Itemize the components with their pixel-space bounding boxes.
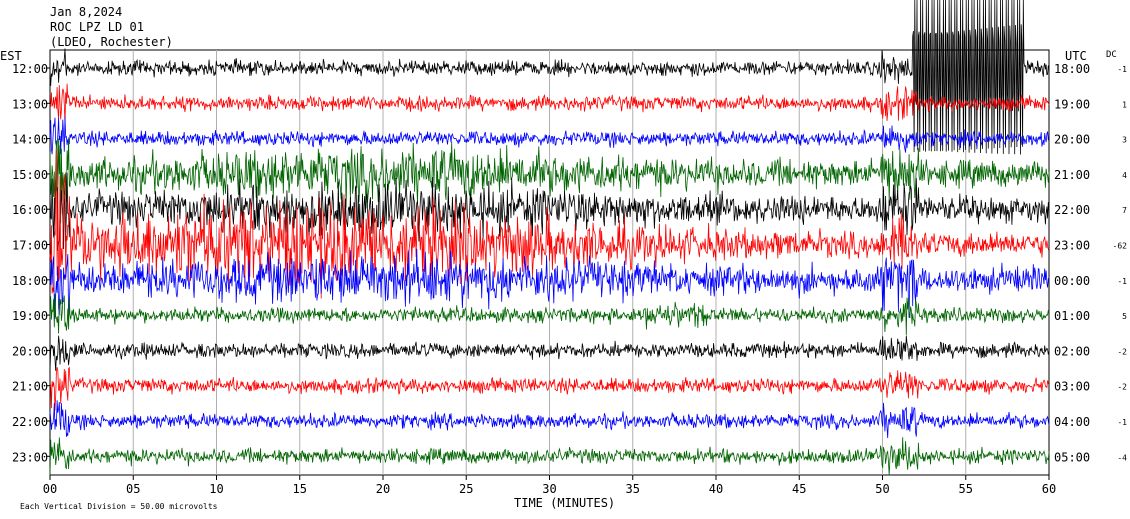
seismic-trace-line	[49, 137, 1050, 224]
seismic-trace-line	[49, 172, 1050, 251]
x-tick-label: 40	[709, 482, 723, 496]
est-hour-label: 14:00	[12, 133, 48, 147]
x-tick-label: 60	[1042, 482, 1056, 496]
x-axis-ticks: 00 05 10 15 20 25 30 35 40 45 50 55 60	[43, 475, 1056, 496]
est-hour-label: 15:00	[12, 168, 48, 182]
seismic-trace-line	[49, 400, 1050, 439]
x-tick-label: 25	[459, 482, 473, 496]
utc-hour-label: 23:00	[1054, 239, 1090, 253]
utc-hour-label: 03:00	[1054, 380, 1090, 394]
dc-offset-value: 1	[1122, 100, 1127, 109]
utc-time-labels: 18:00 19:00 20:00 21:00 22:00 23:00 00:00 01:00…	[1054, 62, 1090, 464]
x-axis-label: TIME (MINUTES)	[514, 496, 615, 510]
x-tick-label: 30	[542, 482, 556, 496]
seismic-trace-line	[49, 116, 1050, 155]
seismic-trace-line	[49, 83, 1050, 126]
utc-hour-label: 21:00	[1054, 168, 1090, 182]
dc-offset-value: 7	[1122, 206, 1127, 215]
est-hour-label: 12:00	[12, 62, 48, 76]
x-tick-label: 35	[626, 482, 640, 496]
est-hour-label: 19:00	[12, 309, 48, 323]
utc-hour-label: 19:00	[1054, 97, 1090, 111]
est-hour-label: 13:00	[12, 97, 48, 111]
seismic-trace-line	[49, 149, 1050, 299]
est-hour-label: 20:00	[12, 344, 48, 358]
est-hour-label: 16:00	[12, 203, 48, 217]
x-tick-label: 45	[792, 482, 806, 496]
footer-note: Each Vertical Division = 50.00 microvolt…	[20, 502, 218, 511]
utc-hour-label: 04:00	[1054, 415, 1090, 429]
x-tick-label: 05	[126, 482, 140, 496]
dc-offset-value: -4	[1117, 453, 1127, 462]
utc-hour-label: 22:00	[1054, 203, 1090, 217]
utc-axis-label: UTC	[1065, 49, 1087, 63]
dc-offset-value: -1	[1117, 418, 1127, 427]
x-tick-label: 10	[209, 482, 223, 496]
seismic-trace-line	[49, 293, 1050, 336]
est-hour-label: 22:00	[12, 415, 48, 429]
seismic-trace-line	[49, 0, 1050, 155]
dc-axis-label: DC	[1106, 50, 1117, 60]
dc-offset-value: 4	[1122, 171, 1127, 180]
x-tick-label: 00	[43, 482, 57, 496]
utc-hour-label: 02:00	[1054, 344, 1090, 358]
est-time-labels: 12:00 13:00 14:00 15:00 16:00 17:00 18:00 19:00…	[12, 62, 50, 464]
dc-offset-value: -2	[1117, 347, 1127, 356]
header-station: ROC LPZ LD 01	[50, 20, 144, 34]
x-tick-label: 50	[875, 482, 889, 496]
seismic-traces	[49, 0, 1050, 478]
est-axis-label: EST	[0, 49, 22, 63]
seismic-trace-line	[49, 437, 1050, 478]
utc-hour-label: 20:00	[1054, 133, 1090, 147]
utc-hour-label: 01:00	[1054, 309, 1090, 323]
utc-hour-label: 05:00	[1054, 450, 1090, 464]
est-hour-label: 17:00	[12, 239, 48, 253]
dc-offset-value: 3	[1122, 136, 1127, 145]
est-hour-label: 23:00	[12, 450, 48, 464]
dc-offset-value: -62	[1113, 242, 1128, 251]
x-tick-label: 20	[376, 482, 390, 496]
dc-offset-value: -1	[1117, 277, 1127, 286]
utc-hour-label: 00:00	[1054, 274, 1090, 288]
header-date: Jan 8,2024	[50, 5, 122, 19]
est-hour-label: 18:00	[12, 274, 48, 288]
header-network: (LDEO, Rochester)	[50, 35, 173, 49]
seismic-trace-line	[49, 335, 1050, 371]
x-tick-label: 15	[293, 482, 307, 496]
x-tick-label: 55	[959, 482, 973, 496]
dc-offset-value: -1	[1117, 65, 1127, 74]
est-hour-label: 21:00	[12, 380, 48, 394]
dc-offset-value: -2	[1117, 383, 1127, 392]
dc-offset-labels: -1 1 3 4 7 -62 -1 5 -2 -2 -1 -4	[1113, 65, 1128, 462]
dc-offset-value: 5	[1122, 312, 1127, 321]
seismic-trace-line	[49, 248, 1050, 320]
seismic-trace-line	[49, 366, 1050, 411]
vertical-gridlines	[132, 50, 967, 475]
utc-hour-label: 18:00	[1054, 62, 1090, 76]
